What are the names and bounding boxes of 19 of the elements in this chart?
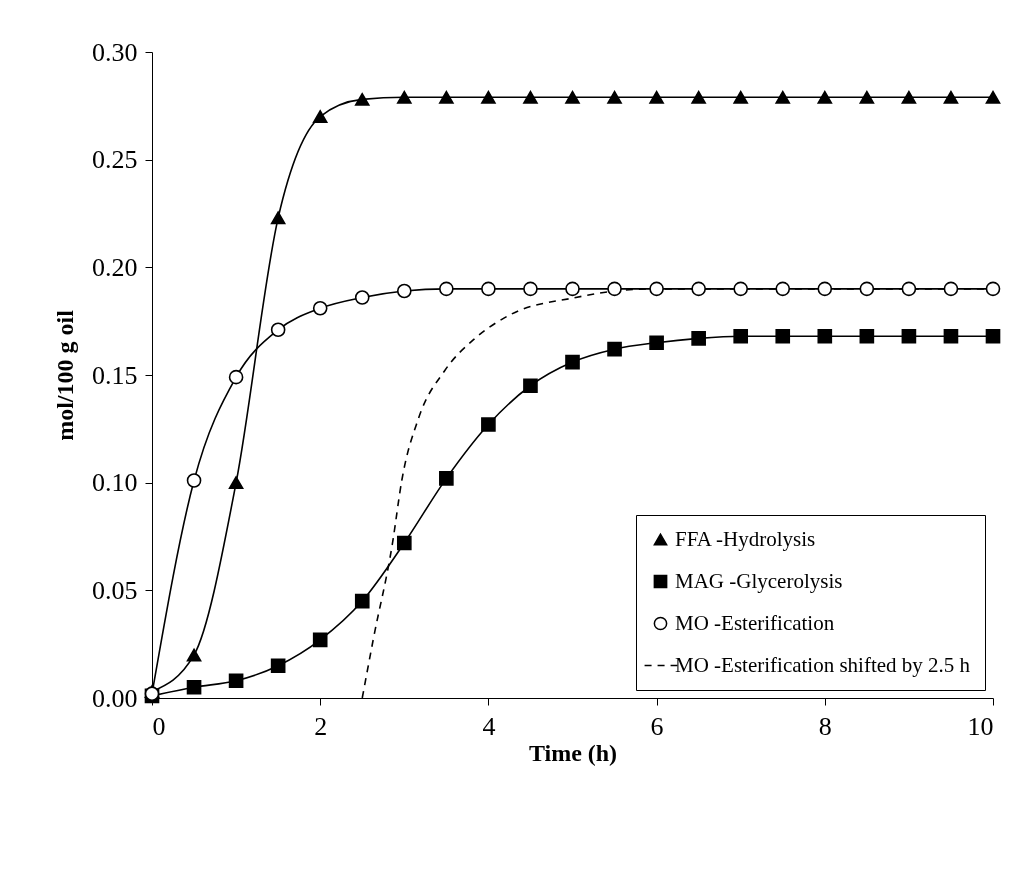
legend-label: FFA -Hydrolysis — [675, 526, 816, 551]
y-axis-title: mol/100 g oil — [52, 309, 78, 441]
x-axis-title: Time (h) — [528, 739, 618, 766]
legend-label: MO -Esterification — [675, 610, 835, 635]
x-tick-label: 4 — [482, 711, 496, 741]
legend-label: MAG -Glycerolysis — [675, 568, 843, 593]
y-tick-label: 0.05 — [92, 575, 138, 605]
x-tick-label: 2 — [314, 711, 328, 741]
y-tick-label: 0.25 — [92, 145, 138, 175]
y-tick-label: 0.20 — [92, 252, 138, 282]
legend-label: MO -Esterification shifted by 2.5 h — [675, 652, 971, 677]
x-tick-label: 0 — [152, 711, 166, 741]
y-tick-label: 0.15 — [92, 360, 138, 390]
y-tick-label: 0.10 — [92, 468, 138, 498]
y-tick-label: 0.30 — [92, 37, 138, 67]
y-tick-label: 0.00 — [92, 683, 138, 713]
x-tick-label: 6 — [650, 711, 664, 741]
x-tick-label: 8 — [818, 711, 832, 741]
x-tick-label: 10 — [967, 711, 994, 741]
